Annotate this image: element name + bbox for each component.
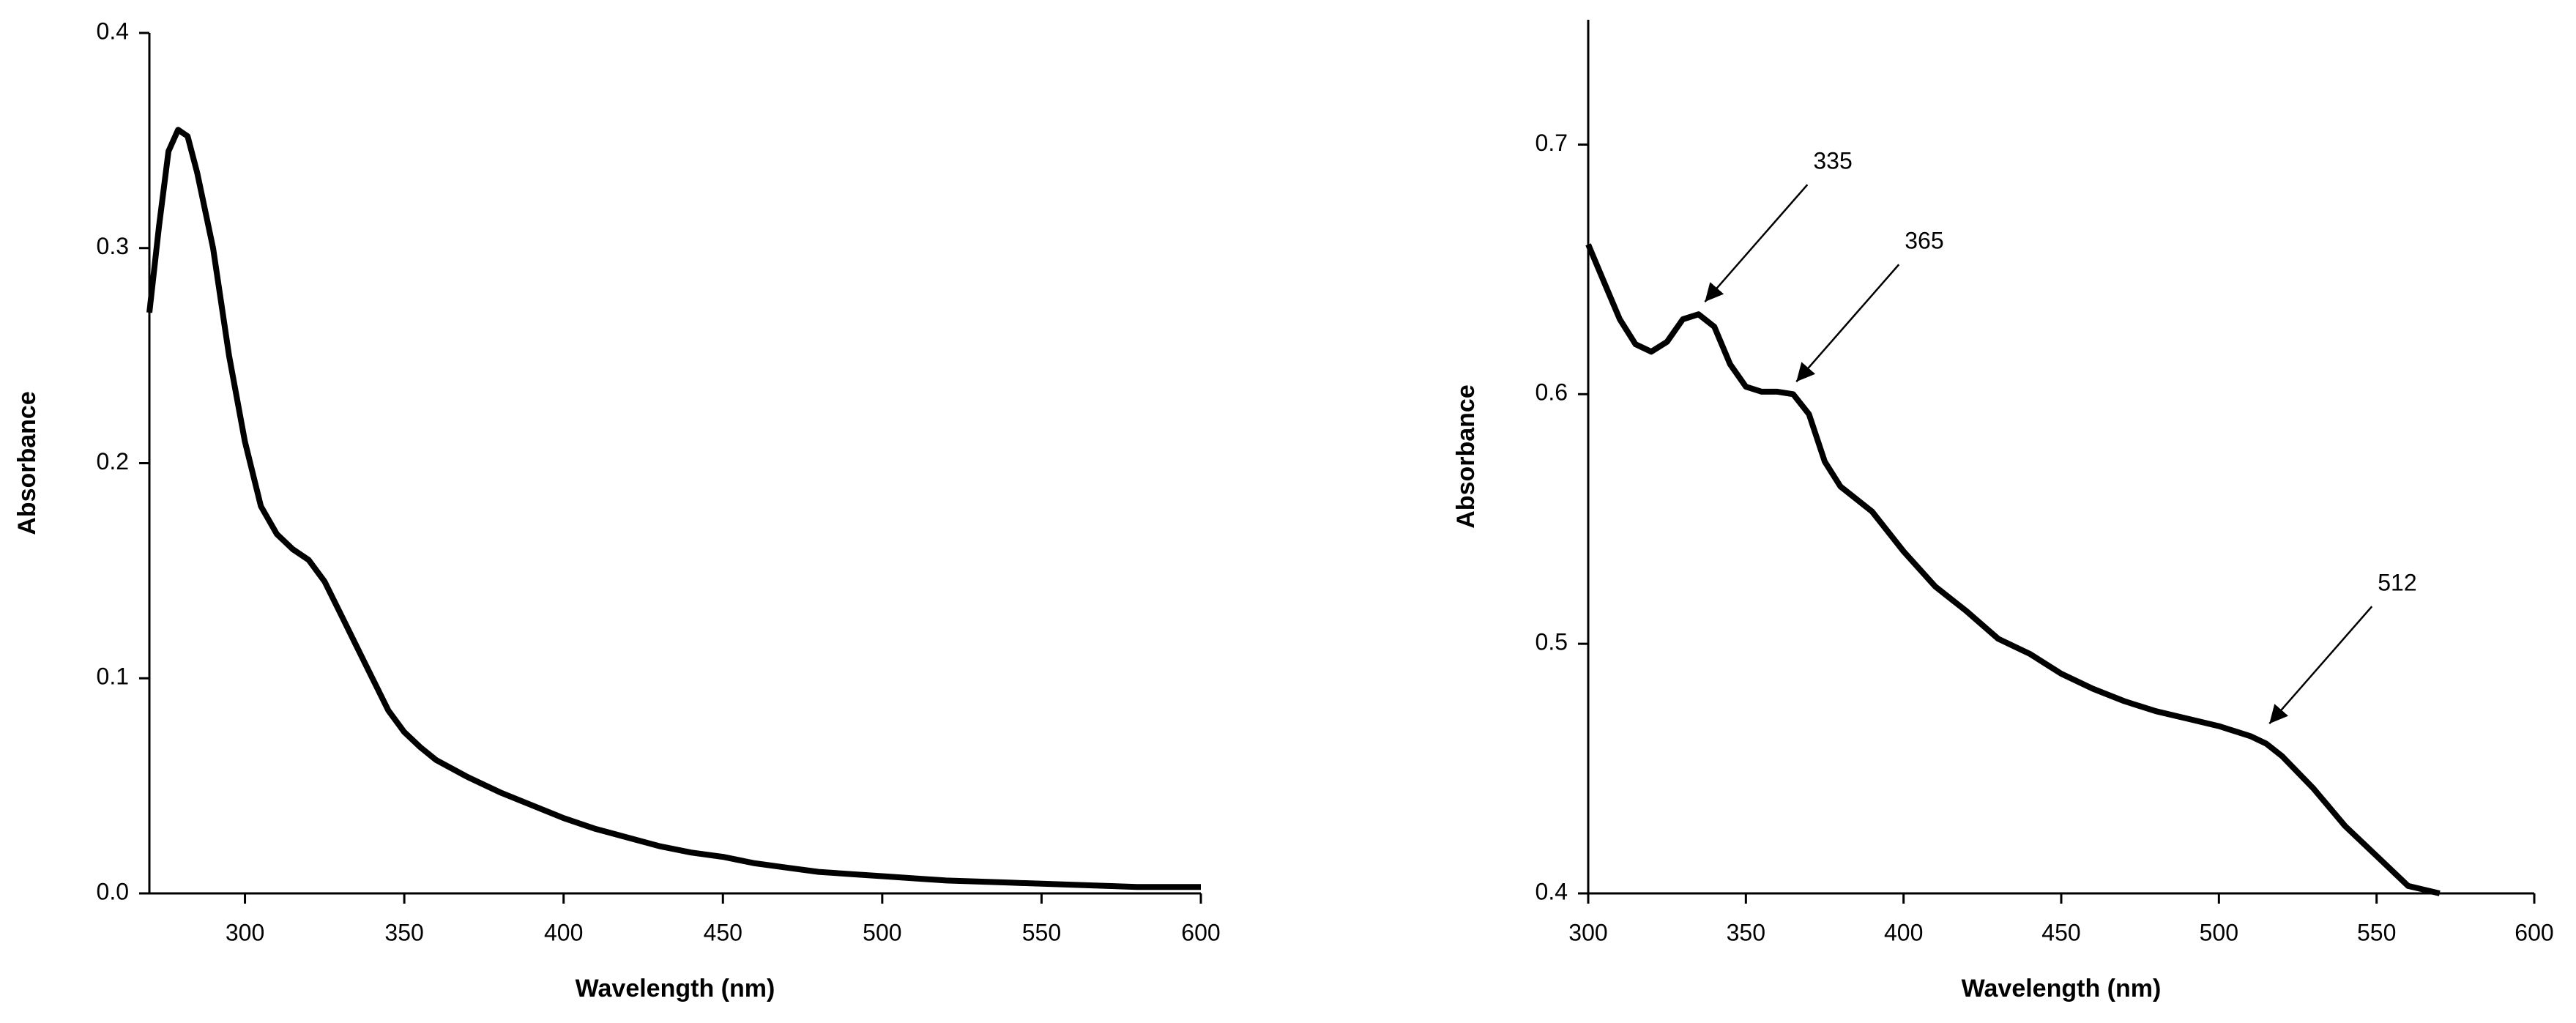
y-tick-label: 0.4: [1535, 878, 1568, 904]
x-tick-label: 550: [2357, 919, 2396, 945]
x-tick-label: 550: [1022, 919, 1061, 945]
y-axis-title: Absorbance: [1452, 384, 1480, 529]
y-tick-label: 0.7: [1535, 130, 1568, 156]
x-tick-label: 300: [1568, 919, 1607, 945]
x-tick-label: 500: [863, 919, 901, 945]
y-tick-label: 0.1: [97, 663, 129, 690]
y-tick-label: 0.4: [97, 18, 129, 44]
x-tick-label: 500: [2200, 919, 2238, 945]
x-tick-label: 400: [544, 919, 583, 945]
x-axis-title: Wavelength (nm): [1962, 975, 2162, 1002]
x-tick-label: 350: [1727, 919, 1765, 945]
x-tick-label: 600: [2514, 919, 2553, 945]
x-tick-label: 400: [1884, 919, 1923, 945]
y-tick-label: 0.0: [97, 878, 129, 904]
x-tick-label: 450: [2041, 919, 2080, 945]
data-line: [1585, 243, 2441, 896]
x-tick-label: 300: [226, 919, 264, 945]
x-tick-label: 450: [704, 919, 742, 945]
annotation-arrow: [1795, 264, 1900, 383]
y-axis-title: Absorbance: [13, 391, 41, 535]
x-tick-label: 600: [1181, 919, 1220, 945]
y-tick-label: 0.2: [97, 448, 129, 475]
annotation-arrow: [2268, 606, 2373, 725]
annotation-label: 512: [2378, 570, 2416, 596]
y-tick-label: 0.6: [1535, 379, 1568, 406]
annotation-arrow: [1704, 184, 1809, 302]
annotation-label: 335: [1813, 148, 1852, 174]
x-axis-title: Wavelength (nm): [576, 975, 775, 1002]
y-tick-label: 0.5: [1535, 629, 1568, 655]
y-tick-label: 0.3: [97, 233, 129, 259]
annotation-label: 365: [1905, 228, 1943, 254]
data-line: [146, 127, 1201, 890]
x-tick-label: 350: [384, 919, 423, 945]
